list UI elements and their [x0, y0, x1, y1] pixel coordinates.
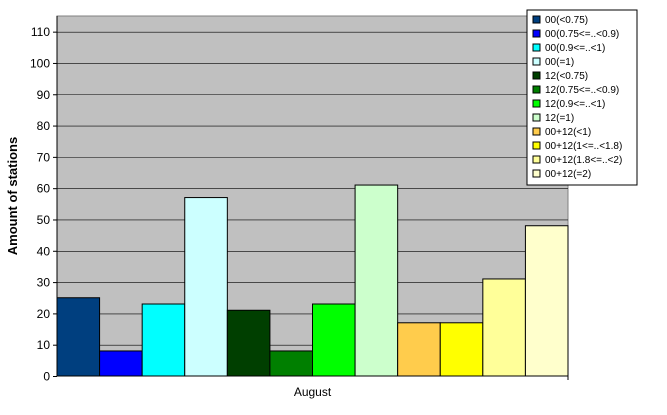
legend-swatch	[532, 113, 541, 122]
x-category-label: August	[294, 385, 332, 399]
legend-swatch	[532, 127, 541, 136]
legend-label: 12(0.9<=..<1)	[545, 99, 605, 110]
legend-label: 00(=1)	[545, 57, 574, 68]
legend-label: 12(<0.75)	[545, 71, 588, 82]
legend-swatch	[532, 57, 541, 66]
y-tick-label: 70	[37, 150, 51, 164]
y-tick-label: 100	[30, 56, 50, 70]
y-axis-title: Amount of stations	[5, 137, 20, 255]
y-tick-label: 20	[37, 307, 51, 321]
bar	[354, 184, 399, 377]
legend-swatch	[532, 85, 541, 94]
bar	[56, 297, 101, 377]
y-tick-label: 110	[31, 25, 50, 39]
y-tick-label: 0	[43, 370, 50, 384]
y-tick-label: 90	[37, 88, 51, 102]
bars	[56, 184, 569, 377]
legend-label: 00(<0.75)	[545, 15, 588, 26]
y-tick-label: 40	[37, 244, 51, 258]
legend-label: 00+12(<1)	[545, 127, 591, 138]
legend-label: 00(0.75<=..<0.9)	[545, 29, 619, 40]
legend-label: 00+12(1<=..<1.8)	[545, 141, 622, 152]
legend-label: 00+12(1.8<=..<2)	[545, 155, 622, 166]
bar	[312, 303, 356, 377]
bar	[482, 278, 526, 377]
legend-label: 12(=1)	[545, 113, 574, 124]
y-axis-ticks: 0 10 20 30 40 50 60 70 80 90 100 110	[30, 25, 57, 384]
legend: 00(<0.75) 00(0.75<=..<0.9) 00(0.9<=..<1) 00…	[526, 9, 638, 186]
legend-swatch	[532, 43, 541, 52]
y-tick-label: 60	[37, 182, 51, 196]
bar	[226, 309, 271, 377]
y-tick-label: 10	[37, 338, 51, 352]
legend-swatch	[532, 155, 541, 164]
legend-label: 00+12(=2)	[545, 169, 591, 180]
x-axis-category-labels: August	[294, 376, 569, 399]
y-tick-label: 80	[37, 119, 51, 133]
bar	[99, 350, 143, 377]
y-tick-label: 50	[37, 213, 51, 227]
bar	[184, 197, 228, 377]
legend-swatch	[532, 29, 541, 38]
y-tick-label: 30	[37, 276, 51, 290]
legend-swatch	[532, 99, 541, 108]
bar	[141, 303, 186, 377]
legend-box	[526, 9, 638, 186]
legend-label: 00(0.9<=..<1)	[545, 43, 605, 54]
bar	[439, 322, 484, 377]
legend-swatch	[532, 71, 541, 80]
legend-swatch	[532, 169, 541, 178]
bar	[524, 225, 569, 377]
legend-swatch	[532, 15, 541, 24]
bar	[397, 322, 441, 377]
legend-label: 12(0.75<=..<0.9)	[545, 85, 619, 96]
bar	[269, 350, 313, 377]
legend-swatch	[532, 141, 541, 150]
